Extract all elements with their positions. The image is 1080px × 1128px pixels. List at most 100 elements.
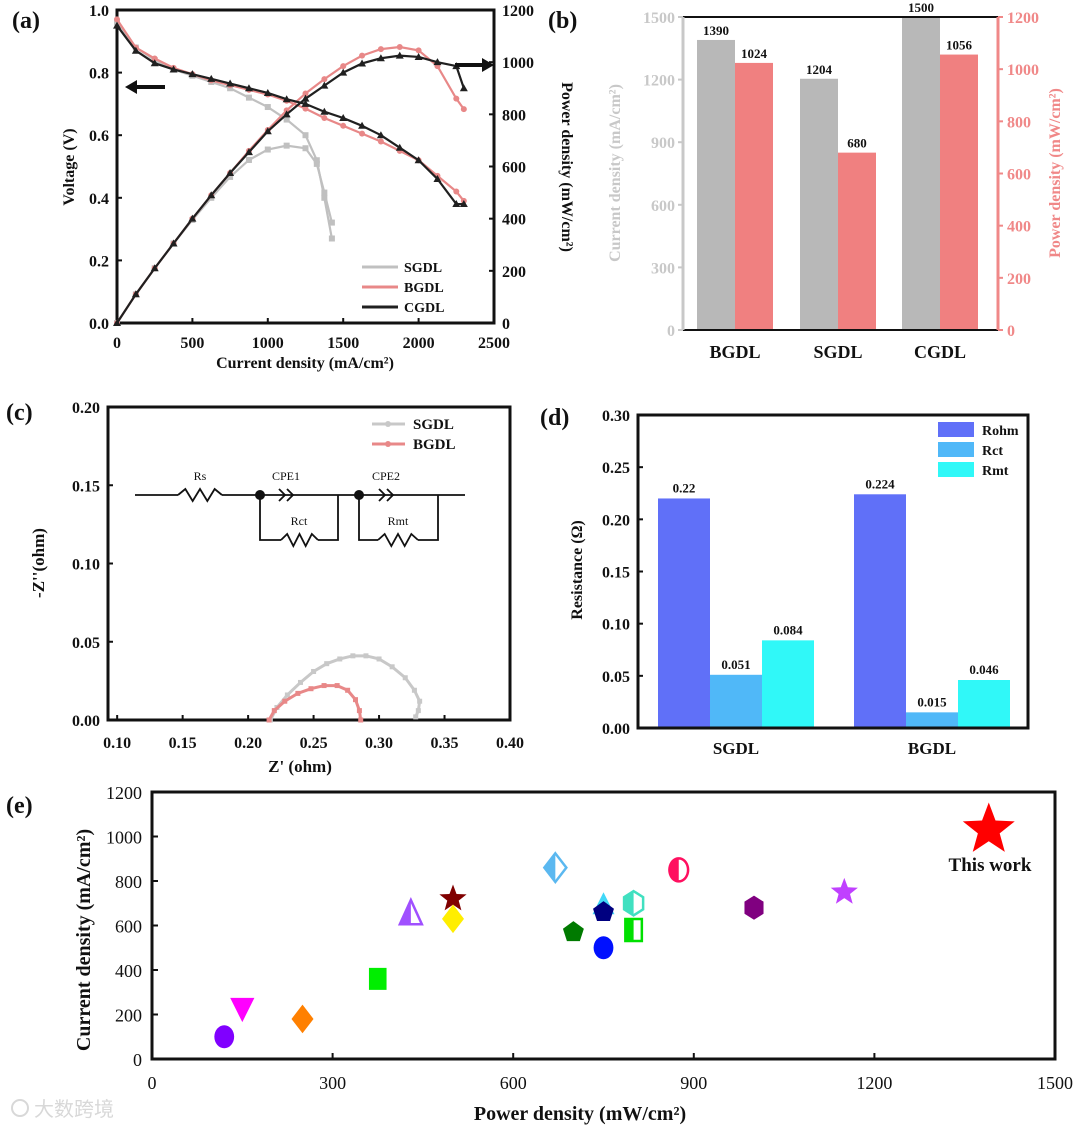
x-tick-label: 0.40 bbox=[496, 735, 524, 752]
y-tick-label: 200 bbox=[115, 1006, 142, 1026]
y-tick-label: 1200 bbox=[106, 783, 142, 803]
legend-label: SGDL bbox=[413, 417, 454, 433]
y-tick-label: 0 bbox=[667, 323, 675, 340]
data-point bbox=[226, 169, 235, 177]
x-tick-label: 1500 bbox=[327, 335, 359, 352]
data-point bbox=[282, 698, 288, 704]
y-tick-label: 0.10 bbox=[602, 617, 630, 634]
data-point bbox=[311, 668, 317, 674]
x-tick-label: 1500 bbox=[1037, 1073, 1073, 1093]
x-tick-label: 2500 bbox=[478, 335, 510, 352]
bar-value-label: 1500 bbox=[908, 0, 934, 15]
category-label: BGDL bbox=[908, 739, 956, 758]
data-point bbox=[226, 79, 235, 87]
y-tick-label: 0.15 bbox=[72, 478, 100, 495]
data-point-pentagon bbox=[593, 901, 614, 922]
y-tick-label: 600 bbox=[115, 917, 142, 937]
circuit-label-cpe2: CPE2 bbox=[372, 469, 400, 483]
data-point bbox=[227, 85, 234, 92]
watermark-logo-icon bbox=[11, 1099, 29, 1117]
x-tick-label: 500 bbox=[180, 335, 204, 352]
panel-label: (b) bbox=[548, 8, 577, 34]
series-line-sgdl-voltage bbox=[116, 21, 333, 239]
data-point bbox=[283, 142, 290, 149]
marker-fill-half bbox=[544, 853, 556, 882]
data-point bbox=[389, 664, 395, 670]
data-point bbox=[340, 122, 347, 129]
bar-bgdl-rohm bbox=[854, 494, 906, 728]
data-point-half-triangle bbox=[397, 897, 424, 926]
data-point bbox=[150, 264, 159, 272]
data-point-half-square bbox=[624, 917, 644, 943]
bar-sgdl-rmt bbox=[762, 640, 814, 728]
marker-shape bbox=[230, 997, 255, 1023]
bar-sgdl-rohm bbox=[658, 498, 710, 728]
data-point bbox=[245, 94, 252, 101]
legend-label: CGDL bbox=[404, 301, 444, 316]
y-tick-label: 0.10 bbox=[72, 557, 100, 574]
data-point bbox=[320, 81, 329, 89]
y2-tick-label: 800 bbox=[1007, 114, 1031, 131]
data-point bbox=[363, 653, 369, 659]
x-tick-label: 0 bbox=[113, 335, 121, 352]
x-tick-label: 600 bbox=[500, 1073, 527, 1093]
data-point bbox=[282, 110, 291, 118]
category-label: SGDL bbox=[713, 739, 759, 758]
bar-value-label: 0.015 bbox=[917, 694, 947, 709]
legend-label: Rmt bbox=[982, 464, 1009, 479]
capacitor-cpe-icon bbox=[278, 488, 287, 502]
marker-shape bbox=[291, 1004, 314, 1034]
y2-tick-label: 600 bbox=[502, 160, 526, 177]
y-axis-title: -Z''(ohm) bbox=[29, 528, 48, 598]
data-point bbox=[150, 59, 159, 67]
x-tick-label: 0.15 bbox=[169, 735, 197, 752]
y-axis-title: Resistance (Ω) bbox=[569, 520, 586, 619]
data-point bbox=[266, 717, 272, 723]
data-point-circle bbox=[214, 1025, 235, 1049]
legend-marker bbox=[385, 421, 391, 427]
data-point bbox=[169, 239, 178, 247]
data-point bbox=[459, 200, 468, 208]
data-point bbox=[188, 214, 197, 222]
data-point bbox=[271, 708, 277, 714]
node-dot bbox=[255, 490, 265, 500]
capacitor-cpe-icon bbox=[378, 488, 387, 502]
bar-cgdl-power bbox=[940, 54, 978, 331]
data-point bbox=[339, 68, 348, 76]
y2-tick-label: 200 bbox=[1007, 271, 1031, 288]
x-tick-label: 300 bbox=[319, 1073, 346, 1093]
resistor-rs-icon bbox=[177, 487, 223, 503]
y2-tick-label: 800 bbox=[502, 107, 526, 124]
data-point bbox=[377, 46, 384, 53]
data-point-square bbox=[368, 967, 387, 990]
data-point bbox=[245, 156, 252, 163]
data-point bbox=[376, 131, 385, 139]
y-tick-label: 0.4 bbox=[89, 191, 109, 208]
series-line-cgdl-voltage bbox=[116, 24, 464, 206]
data-point bbox=[321, 114, 328, 121]
data-point bbox=[402, 675, 408, 681]
x-tick-label: 1000 bbox=[252, 335, 284, 352]
data-point bbox=[308, 686, 314, 692]
y-tick-label: 0.6 bbox=[89, 128, 109, 145]
data-point bbox=[321, 76, 328, 83]
wire bbox=[358, 495, 378, 541]
y2-tick-label: 600 bbox=[1007, 167, 1031, 184]
capacitor-cpe-icon bbox=[286, 488, 295, 502]
data-point bbox=[414, 156, 423, 164]
data-point bbox=[350, 653, 356, 659]
data-point bbox=[264, 146, 271, 153]
wire bbox=[418, 495, 439, 541]
x-tick-label: 0.35 bbox=[431, 735, 459, 752]
data-point bbox=[302, 90, 309, 97]
data-point bbox=[264, 104, 271, 111]
y-tick-label: 0.25 bbox=[602, 460, 630, 477]
data-point bbox=[131, 290, 140, 298]
data-point bbox=[337, 656, 343, 662]
bar-value-label: 680 bbox=[847, 136, 867, 151]
data-point bbox=[415, 708, 421, 714]
data-point bbox=[301, 94, 310, 102]
data-point bbox=[169, 65, 178, 73]
legend-marker bbox=[385, 441, 391, 447]
y-tick-label: 1000 bbox=[106, 828, 142, 848]
